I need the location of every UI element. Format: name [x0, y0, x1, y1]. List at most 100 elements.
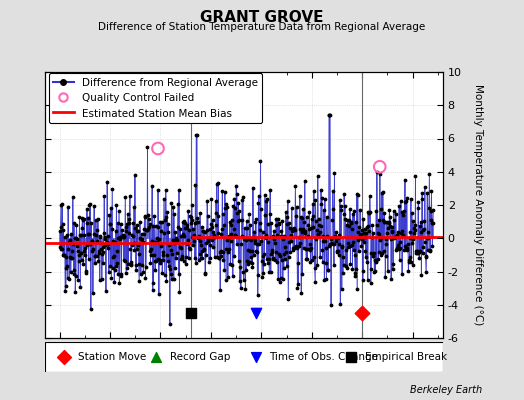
Point: [187, 214, 195, 220]
Point: [307, 225, 315, 231]
Point: [361, 226, 369, 232]
Point: [170, 211, 178, 218]
Point: [100, 193, 108, 200]
Point: [409, 262, 418, 269]
Point: [158, 248, 167, 255]
Point: [416, 222, 424, 229]
Point: [347, 220, 355, 226]
Point: [314, 232, 323, 238]
Point: [406, 253, 414, 260]
Point: [260, 192, 269, 198]
Point: [116, 220, 125, 227]
Point: [348, 266, 357, 272]
Point: [155, 290, 163, 297]
Point: [152, 235, 161, 241]
Point: [335, 240, 344, 247]
Point: [104, 232, 112, 239]
Point: [224, 234, 233, 240]
Point: [173, 237, 181, 244]
Point: [161, 187, 170, 194]
Point: [311, 197, 320, 203]
Point: [94, 216, 102, 222]
Point: [209, 229, 217, 235]
Point: [119, 231, 127, 238]
Point: [263, 196, 271, 203]
Point: [413, 250, 422, 256]
Point: [377, 252, 385, 258]
Point: [206, 255, 215, 261]
Point: [125, 220, 134, 226]
Point: [309, 224, 318, 230]
Point: [299, 226, 308, 232]
Point: [118, 233, 126, 239]
Point: [316, 222, 325, 229]
Point: [112, 201, 121, 208]
Point: [168, 276, 176, 282]
Point: [328, 240, 336, 246]
Point: [246, 222, 254, 228]
Point: [388, 229, 396, 236]
Point: [105, 221, 114, 228]
Point: [282, 213, 291, 220]
Point: [59, 252, 67, 258]
Point: [363, 277, 372, 283]
Point: [363, 224, 372, 230]
Point: [389, 208, 398, 214]
Point: [239, 269, 247, 275]
Point: [190, 238, 198, 244]
Point: [151, 267, 159, 273]
Point: [222, 246, 230, 252]
Point: [285, 220, 293, 226]
Point: [172, 255, 180, 262]
Point: [190, 232, 198, 238]
Point: [354, 229, 362, 235]
Point: [244, 247, 252, 254]
Point: [399, 212, 407, 218]
Point: [381, 252, 390, 259]
Point: [154, 145, 162, 152]
Point: [128, 233, 137, 240]
Point: [196, 210, 204, 216]
Point: [245, 210, 253, 217]
Point: [280, 233, 289, 240]
Point: [369, 230, 377, 236]
Point: [205, 242, 214, 248]
Point: [194, 256, 203, 263]
Point: [258, 274, 266, 281]
Point: [310, 265, 319, 272]
Point: [250, 229, 258, 235]
Point: [145, 248, 154, 254]
Point: [355, 224, 363, 231]
Point: [297, 214, 305, 220]
Point: [352, 266, 361, 272]
Point: [145, 224, 154, 230]
Point: [304, 226, 313, 232]
Point: [286, 225, 294, 231]
Point: [107, 226, 116, 232]
Point: [308, 257, 316, 264]
Point: [266, 187, 275, 193]
Point: [116, 234, 124, 240]
Point: [106, 220, 114, 227]
Point: [167, 271, 175, 278]
Point: [407, 196, 415, 202]
Point: [101, 234, 109, 240]
Point: [175, 289, 183, 295]
Point: [86, 201, 94, 208]
Point: [336, 207, 345, 213]
Point: [235, 208, 244, 214]
Text: Time of Obs. Change: Time of Obs. Change: [269, 352, 378, 362]
Point: [366, 280, 375, 286]
Point: [167, 246, 175, 253]
Point: [365, 228, 373, 234]
Point: [333, 248, 341, 255]
Point: [277, 228, 286, 234]
Point: [406, 235, 414, 242]
Point: [285, 239, 293, 246]
Point: [65, 276, 73, 282]
Point: [316, 254, 324, 260]
Point: [212, 210, 221, 217]
Point: [423, 235, 431, 242]
Point: [181, 224, 190, 231]
Point: [300, 178, 309, 184]
